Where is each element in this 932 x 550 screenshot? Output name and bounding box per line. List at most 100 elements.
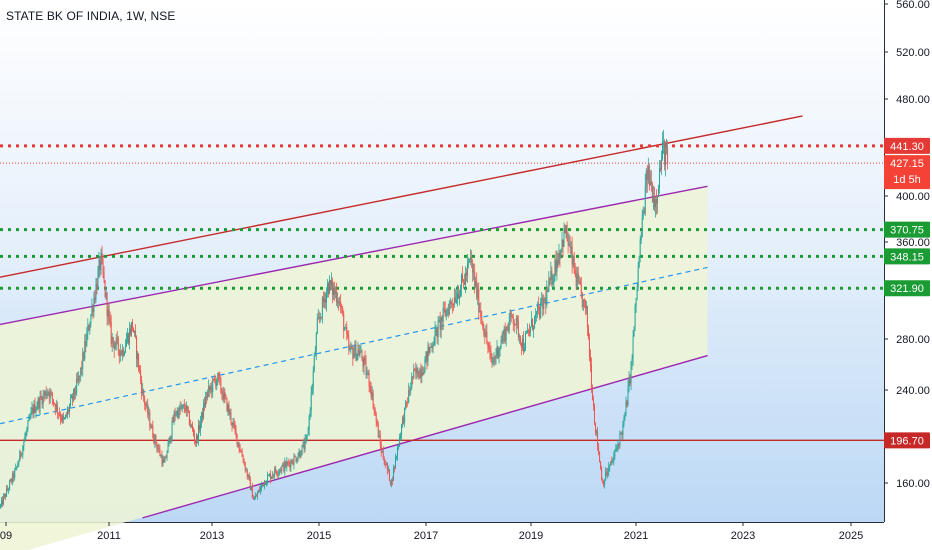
candle-body [174,412,176,416]
candle-body [564,227,566,234]
candle [333,282,335,300]
candle-body [312,370,314,388]
candle-body [71,395,73,399]
candle-body [536,311,538,315]
candle-body [147,403,149,415]
candle-body [259,487,261,492]
candle [503,325,505,344]
candle-body [149,412,151,427]
candle [32,404,34,419]
candle-body [556,260,558,273]
candle [383,456,385,466]
candle [644,173,646,216]
candle-body [662,141,664,160]
candle-body [267,475,269,483]
candle-body [568,243,570,245]
candle [444,301,446,318]
candle [345,324,347,330]
candle-body [175,414,177,416]
candle-body [629,378,631,384]
candle [609,464,611,472]
candle-body [273,475,275,477]
candle-body [266,482,268,485]
candle-body [164,456,166,463]
candle [243,458,245,466]
candle-body [124,346,126,353]
candle [418,370,420,380]
candle-body [666,147,668,150]
candle [359,344,361,358]
candle-body [554,259,556,276]
candle [284,457,286,476]
level-badge-bg [884,432,930,449]
candle-body [457,293,459,299]
candle [497,346,499,359]
candle-body [264,480,265,487]
candle-body [208,386,210,393]
candle-body [482,321,484,328]
candle [140,365,142,385]
candle [331,272,333,291]
level-badge-bg [884,221,930,238]
candle [251,482,253,499]
candle-body [387,469,389,471]
candle-body [154,435,156,443]
candle-body [468,261,470,264]
candle [482,320,484,331]
candle [592,395,594,411]
candle-body [159,448,161,456]
candle [58,407,60,417]
candle-body [656,196,658,204]
candle-body [63,418,65,420]
candle [517,315,519,341]
candle [612,457,614,464]
candle-body [348,337,350,350]
candle-body [12,473,14,482]
candle-body [210,386,212,391]
price-axis-background [884,0,932,550]
candle-body [21,454,23,456]
candle [41,396,43,409]
candle-body [632,336,634,359]
candle [143,388,145,403]
candle [87,318,89,340]
y-tick-label: 560.00 [896,0,930,11]
candle [147,398,149,419]
candle-body [265,480,267,485]
candle-body [55,404,57,411]
candle-body [325,291,327,303]
candle-body [115,337,117,346]
candle-body [61,415,63,421]
candle-body [294,456,296,458]
candle-body [295,457,297,462]
candle-body [323,298,325,302]
candle-body [413,369,415,378]
candle [238,441,240,454]
candle-body [470,257,472,259]
candle [311,383,313,396]
candle-body [255,496,257,497]
candle-body [165,456,167,458]
candle [142,383,144,396]
candle [2,496,4,508]
candle [184,403,186,413]
candle [407,397,409,407]
candle [393,465,395,473]
candle [132,318,133,332]
candle-body [377,423,379,438]
candle-body [458,295,460,299]
candle [652,185,654,211]
candle [314,345,316,357]
candle-body [156,444,158,449]
candle [521,335,523,351]
candle [460,273,462,297]
candle-body [338,301,340,304]
candle [214,374,216,384]
candle-body [406,401,408,403]
candle-body [419,369,421,379]
candle-body [539,308,541,318]
candle [69,403,71,418]
candle-body [366,373,368,375]
candle [459,284,461,298]
candle [382,446,384,461]
